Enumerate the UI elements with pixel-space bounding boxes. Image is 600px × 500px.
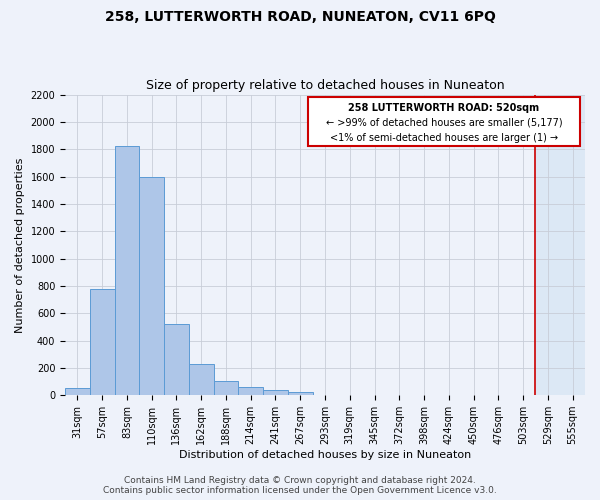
- Text: <1% of semi-detached houses are larger (1) →: <1% of semi-detached houses are larger (…: [330, 132, 558, 142]
- Text: Contains HM Land Registry data © Crown copyright and database right 2024.
Contai: Contains HM Land Registry data © Crown c…: [103, 476, 497, 495]
- Title: Size of property relative to detached houses in Nuneaton: Size of property relative to detached ho…: [146, 79, 505, 92]
- FancyBboxPatch shape: [308, 96, 580, 146]
- Bar: [90, 288, 115, 395]
- Text: 258 LUTTERWORTH ROAD: 520sqm: 258 LUTTERWORTH ROAD: 520sqm: [349, 102, 539, 113]
- Bar: [139, 176, 164, 395]
- Bar: [313, 394, 337, 395]
- Text: 258, LUTTERWORTH ROAD, NUNEATON, CV11 6PQ: 258, LUTTERWORTH ROAD, NUNEATON, CV11 6P…: [104, 10, 496, 24]
- Bar: [535, 94, 585, 395]
- Bar: [164, 324, 189, 395]
- Text: ← >99% of detached houses are smaller (5,177): ← >99% of detached houses are smaller (5…: [326, 118, 562, 128]
- Bar: [263, 390, 288, 395]
- Bar: [288, 392, 313, 395]
- Bar: [65, 388, 90, 395]
- Y-axis label: Number of detached properties: Number of detached properties: [15, 157, 25, 332]
- Bar: [214, 381, 238, 395]
- Bar: [189, 364, 214, 395]
- Bar: [238, 387, 263, 395]
- Bar: [115, 146, 139, 395]
- X-axis label: Distribution of detached houses by size in Nuneaton: Distribution of detached houses by size …: [179, 450, 471, 460]
